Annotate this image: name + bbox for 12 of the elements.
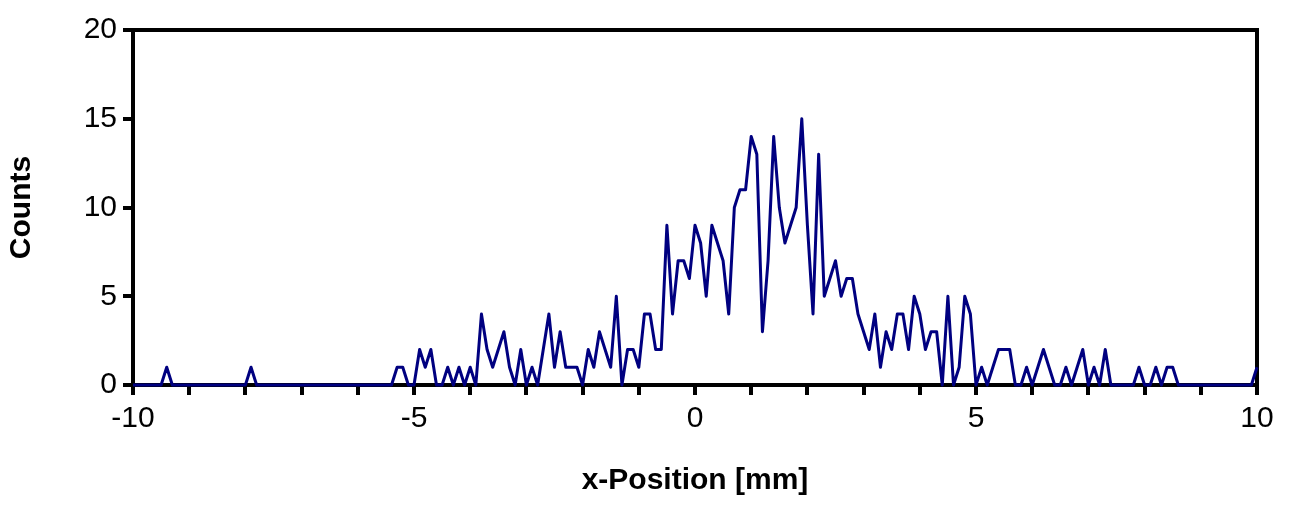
x-tick-label: 10	[1240, 400, 1274, 434]
y-axis-title: Counts	[3, 155, 37, 260]
x-tick-label: -10	[111, 400, 155, 434]
x-axis-title: x-Position [mm]	[581, 462, 809, 496]
x-tick-label: -5	[400, 400, 428, 434]
y-tick-label: 5	[100, 277, 117, 311]
x-tick-label: 0	[686, 400, 704, 434]
y-tick-label: 20	[83, 11, 117, 45]
y-tick-label: 0	[100, 366, 117, 400]
y-tick-label: 15	[83, 100, 117, 134]
x-tick-label: 5	[967, 400, 985, 434]
y-tick-label: 10	[83, 188, 117, 222]
